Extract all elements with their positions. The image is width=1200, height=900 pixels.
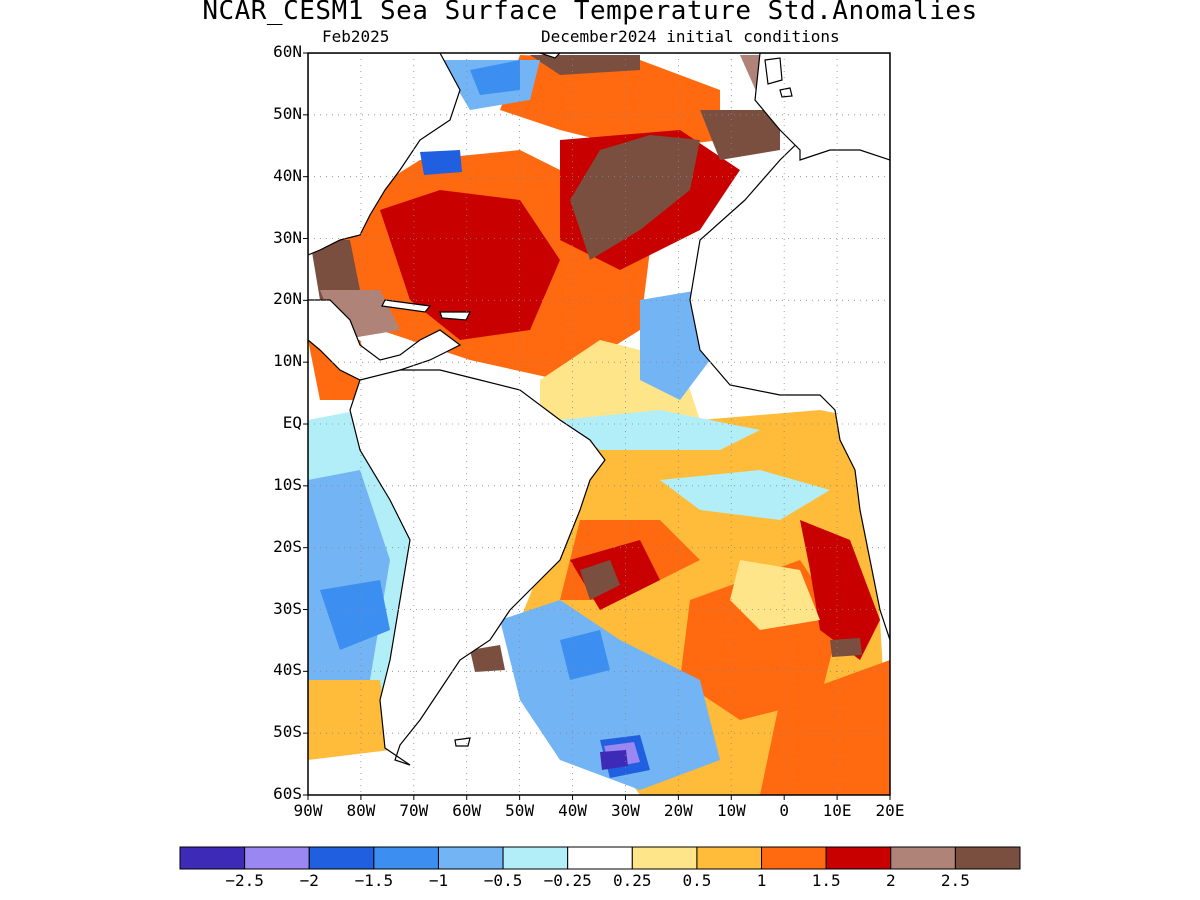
colorbar-swatch (567, 846, 633, 870)
forecast-month-label: Feb2025 (322, 27, 390, 46)
sst-anomaly-field (308, 55, 890, 795)
falklands-islands (454, 737, 471, 747)
lat-label: 20N (273, 289, 302, 309)
colorbar-swatch (308, 846, 375, 870)
colorbar-label: 0.25 (613, 871, 652, 890)
great-britain-island (764, 57, 783, 85)
colorbar-swatch (761, 846, 827, 870)
lon-label: 20W (663, 801, 693, 820)
colorbar-swatch (373, 846, 439, 870)
colorbar-label: −2.5 (225, 871, 264, 890)
lon-label: 90W (293, 801, 323, 820)
plot-title: NCAR_CESM1 Sea Surface Temperature Std.A… (202, 0, 978, 26)
lat-label: 50N (273, 103, 302, 123)
colorbar-label: 1.5 (811, 871, 841, 890)
hispaniola-island (439, 311, 471, 321)
lon-label: 20E (875, 801, 905, 820)
colorbar-label: −1 (428, 871, 449, 890)
colorbar (179, 846, 1021, 870)
colorbar-label: −2 (299, 871, 319, 890)
lat-label: 60N (273, 42, 302, 61)
lat-label: 40S (273, 660, 302, 680)
colorbar-swatch (437, 846, 504, 870)
colorbar-swatch (696, 846, 763, 870)
lat-label: 30S (273, 598, 302, 618)
lat-label: 10N (273, 351, 302, 371)
colorbar-label: −0.5 (483, 871, 523, 890)
lat-label: 10S (273, 474, 302, 494)
lon-label: 10W (716, 801, 746, 820)
cuba-island (381, 299, 432, 313)
central-america-caribbean (308, 299, 462, 381)
colorbar-swatch (825, 846, 892, 870)
colorbar-swatch (631, 846, 698, 870)
south-america (349, 369, 606, 766)
lat-label: 60S (273, 784, 302, 803)
colorbar-label: −0.25 (543, 871, 592, 890)
colorbar-label: 0.5 (682, 871, 712, 890)
lat-label: 40N (273, 165, 302, 185)
greenland-edge (539, 53, 561, 59)
land-masses (308, 53, 890, 766)
colorbar-swatch (954, 846, 1021, 870)
lon-label: 40W (558, 801, 587, 820)
colorbar-label: 2 (885, 871, 896, 890)
lon-label: 80W (346, 801, 376, 820)
lon-label: 70W (399, 801, 429, 820)
iceland-island (779, 87, 793, 98)
lat-label: 30N (273, 227, 302, 247)
longitude-ticks (307, 795, 891, 800)
colorbar-swatch (244, 846, 310, 870)
initial-conditions-label: December2024 initial conditions (541, 27, 840, 46)
lat-label: EQ (282, 413, 302, 432)
colorbar-swatch (179, 846, 246, 870)
colorbar-swatch (502, 846, 569, 870)
lon-label: 60W (452, 801, 482, 820)
colorbar-label: 2.5 (940, 871, 970, 890)
lon-label: 10E (822, 801, 852, 820)
graticule (308, 53, 890, 795)
colorbar-label: −1.5 (354, 871, 394, 890)
africa-western (689, 53, 890, 641)
lon-label: 50W (505, 801, 535, 820)
latitude-ticks (303, 52, 308, 796)
lat-label: 20S (273, 536, 302, 556)
europe (754, 53, 890, 161)
north-america (308, 53, 461, 256)
lat-label: 50S (273, 722, 302, 742)
colorbar-label: 1 (756, 871, 767, 890)
lon-label: 30W (611, 801, 640, 820)
lon-label: 0 (779, 801, 789, 820)
colorbar-swatch (890, 846, 956, 870)
